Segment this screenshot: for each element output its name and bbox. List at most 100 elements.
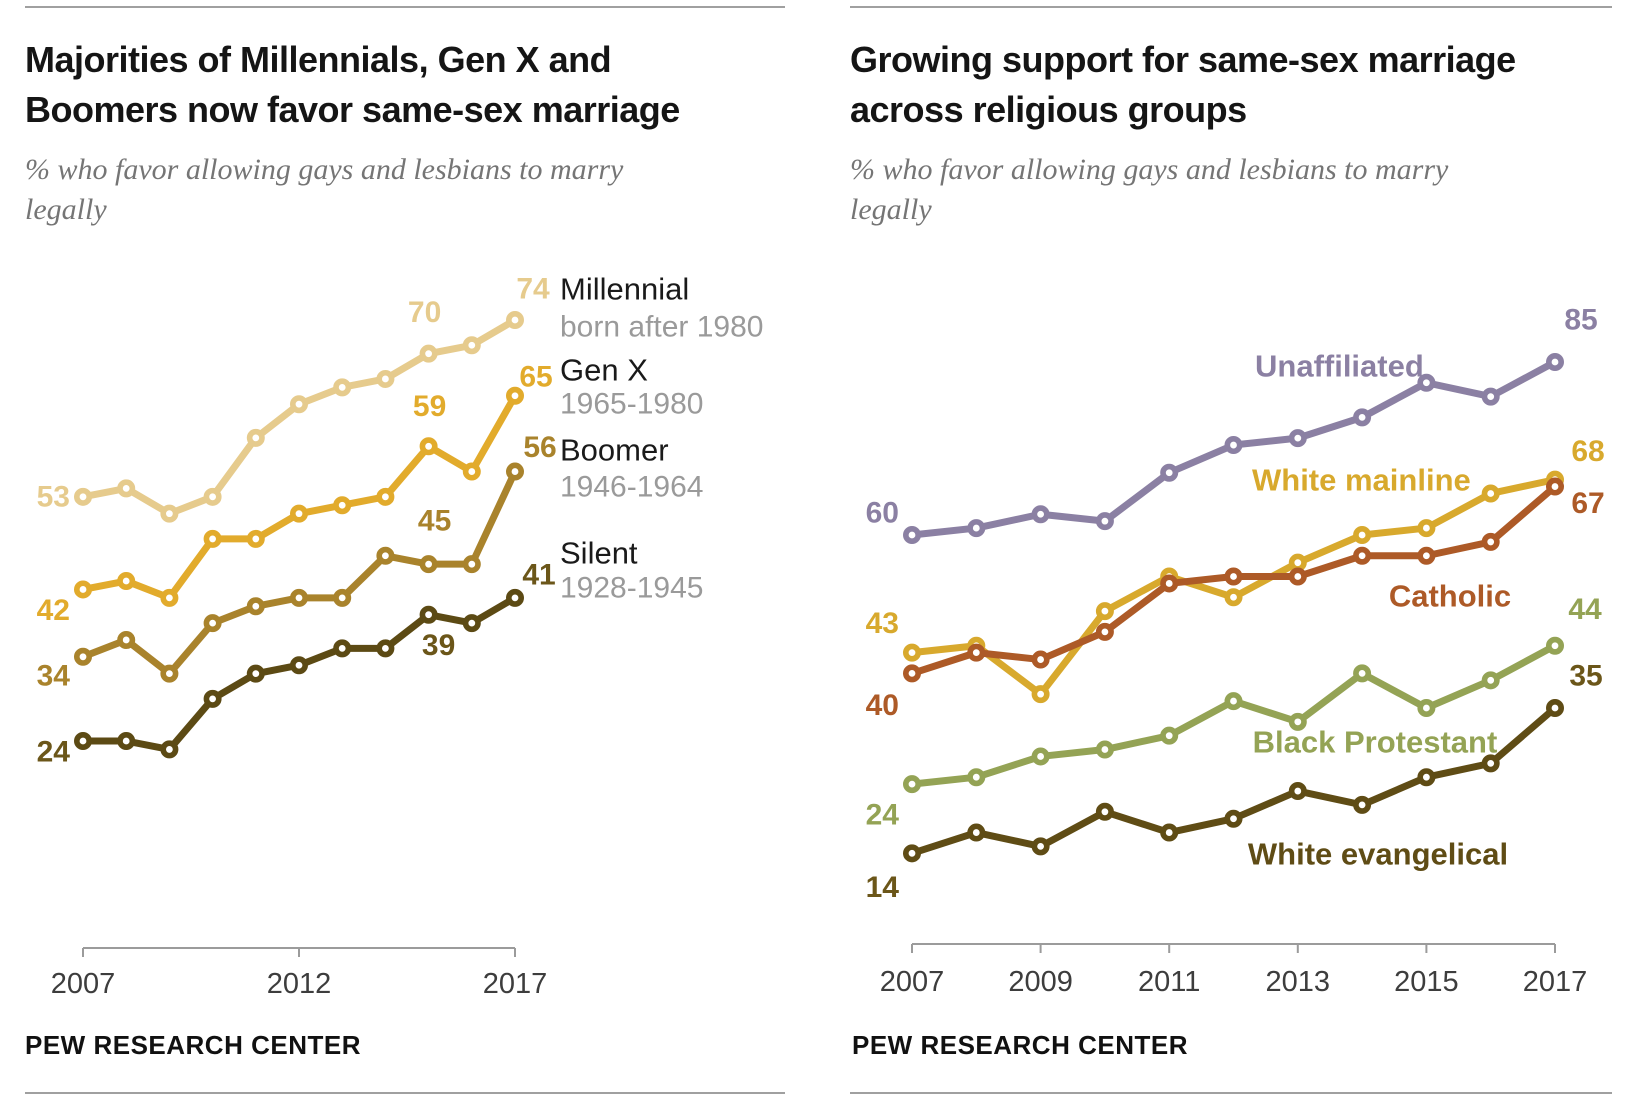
value-label: 68 (1571, 435, 1604, 468)
right-chart-subtitle-line2: legally (850, 193, 932, 226)
x-axis-tick-label: 2007 (880, 966, 945, 998)
data-point (160, 588, 179, 607)
legend-name-millennial: Millennial (560, 272, 689, 307)
data-point (1417, 768, 1436, 787)
value-label: 41 (522, 558, 555, 591)
right-chart-title: Growing support for same-sex marriage ac… (850, 35, 1630, 135)
data-point (505, 386, 524, 405)
legend-sublabel: 1946-1964 (560, 471, 703, 504)
data-point (1481, 484, 1500, 503)
data-point (1224, 692, 1243, 711)
value-label: 70 (408, 296, 441, 329)
right-chart-title-line2: across religious groups (850, 89, 1247, 130)
data-point (246, 664, 265, 683)
x-axis-tick-label: 2012 (267, 968, 332, 1000)
data-point (1288, 429, 1307, 448)
value-label: 60 (866, 497, 899, 530)
x-axis-tick-label: 2007 (51, 968, 116, 1000)
data-point (1288, 782, 1307, 801)
data-point (505, 310, 524, 329)
value-label: 40 (866, 689, 899, 722)
value-label: 39 (422, 629, 455, 662)
religions-x-axis (911, 943, 1556, 953)
data-point (902, 525, 921, 544)
left-chart-subtitle-line2: legally (25, 193, 107, 226)
data-point (1288, 712, 1307, 731)
x-axis-tick-label: 2017 (483, 968, 548, 1000)
legend-name-silent: Silent (560, 536, 638, 571)
x-axis-tick-label: 2017 (1523, 966, 1588, 998)
data-point (333, 588, 352, 607)
bottom-rule-left (25, 1092, 785, 1094)
series-label-unaffiliated: Unaffiliated (1255, 349, 1424, 384)
data-point (117, 479, 136, 498)
bottom-rule-right (850, 1092, 1612, 1094)
data-point (1031, 650, 1050, 669)
data-point (376, 546, 395, 565)
data-point (1288, 567, 1307, 586)
data-point (1095, 602, 1114, 621)
right-footer-pew-research-center: PEW RESEARCH CENTER (852, 1030, 1188, 1060)
left-footer-pew-research-center: PEW RESEARCH CENTER (25, 1030, 361, 1060)
data-point (376, 487, 395, 506)
data-point (246, 529, 265, 548)
data-point (1481, 532, 1500, 551)
data-point (1546, 636, 1565, 655)
data-point (1095, 622, 1114, 641)
religions-chart: 2007 2009 2011 2013 2015 2017 60 85 Unaffiliated… (866, 304, 1605, 999)
right-chart-subtitle-line1: % who favor allowing gays and lesbians t… (850, 153, 1449, 186)
data-point (333, 639, 352, 658)
value-label: 56 (523, 431, 556, 464)
data-point (1353, 546, 1372, 565)
data-point (333, 496, 352, 515)
data-point (203, 689, 222, 708)
data-point (376, 639, 395, 658)
legend-name-gen-x: Gen X (560, 353, 648, 388)
data-point (902, 643, 921, 662)
data-point (1353, 664, 1372, 683)
value-label: 44 (1568, 593, 1602, 626)
data-point (419, 605, 438, 624)
data-point (1095, 740, 1114, 759)
data-point (1160, 726, 1179, 745)
value-label: 45 (418, 505, 451, 538)
data-point (967, 823, 986, 842)
data-point (1031, 837, 1050, 856)
value-label: 65 (519, 360, 552, 393)
data-point (376, 369, 395, 388)
data-point (74, 647, 93, 666)
left-chart-title-line2: Boomers now favor same-sex marriage (25, 89, 680, 130)
data-point (462, 614, 481, 633)
data-point (1353, 408, 1372, 427)
data-point (289, 588, 308, 607)
data-point (74, 487, 93, 506)
data-point (289, 504, 308, 523)
left-chart-title-line1: Majorities of Millennials, Gen X and (25, 39, 612, 80)
data-point (1160, 574, 1179, 593)
value-label: 59 (413, 390, 446, 423)
series-label-black-protestant: Black Protestant (1253, 725, 1498, 760)
data-point (333, 378, 352, 397)
data-point (1095, 512, 1114, 531)
generations-x-axis (82, 947, 516, 957)
value-label: 67 (1571, 487, 1604, 520)
value-label: 34 (37, 659, 71, 692)
value-label: 24 (866, 799, 900, 832)
legend-sublabel: 1965-1980 (560, 388, 703, 421)
data-point (1288, 553, 1307, 572)
data-point (1417, 519, 1436, 538)
data-point (462, 462, 481, 481)
legend-name-boomer: Boomer (560, 433, 669, 468)
series-label-white-mainline: White mainline (1252, 463, 1471, 498)
left-chart-subtitle: % who favor allowing gays and lesbians t… (25, 150, 765, 230)
data-point (1353, 795, 1372, 814)
data-point (1031, 685, 1050, 704)
data-point (1417, 546, 1436, 565)
value-label: 85 (1564, 304, 1597, 337)
generations-chart: 2007 2012 2017 53 70 74 Millennial born after 1… (37, 272, 764, 1001)
data-point (1546, 698, 1565, 717)
series-label-catholic: Catholic (1389, 579, 1511, 614)
right-chart-subtitle: % who favor allowing gays and lesbians t… (850, 150, 1610, 230)
data-point (160, 504, 179, 523)
data-point (1481, 754, 1500, 773)
